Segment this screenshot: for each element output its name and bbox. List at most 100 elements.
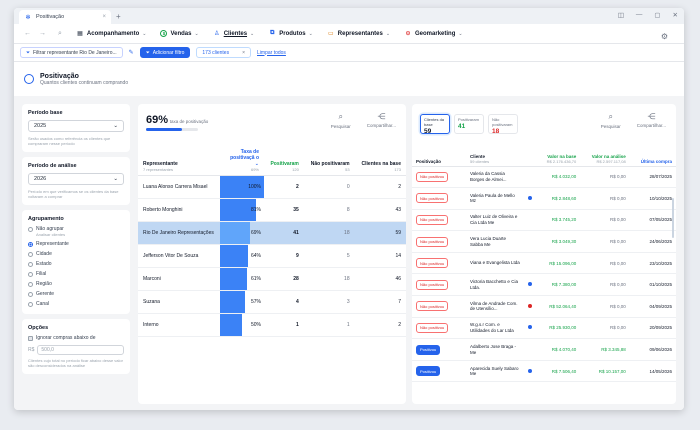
chevron-down-icon: ⌄ — [142, 30, 147, 37]
col-not-positivated[interactable]: Não positivaram 53 — [303, 146, 355, 176]
table-row[interactable]: Não positivou Vilma de Andrade Com. de Ut… — [412, 295, 676, 318]
table-row[interactable]: Rio De Janeiro Representações 69% 41 18 59 — [138, 221, 406, 245]
col-analysis-value[interactable]: Valor na análise R$ 2.597.117,08 — [580, 146, 630, 167]
grouping-option[interactable]: Gerente — [28, 291, 124, 297]
col-representative[interactable]: Representante 7 representantes — [138, 146, 220, 176]
grouping-option[interactable]: Não agrupar Analisar clientes — [28, 226, 124, 237]
last-purchase: 01/10/2025 — [629, 273, 676, 297]
maximize-icon[interactable]: ▢ — [654, 12, 661, 19]
gear-icon[interactable]: ⚙ — [660, 32, 668, 41]
status-badge: Não positivou — [416, 236, 449, 247]
table-row[interactable]: Jefferson Vitor De Souza 64% 9 5 14 — [138, 244, 406, 268]
table-row[interactable]: Interno 50% 1 1 2 — [138, 313, 406, 337]
table-row[interactable]: Não positivou Viana e Evangelista Ltda R$ … — [412, 252, 676, 275]
analysis-value: R$ 0,00 — [580, 317, 630, 340]
dot-cell — [524, 295, 536, 318]
table-row[interactable]: Não positivou Valter Luiz de Oliveira e C… — [412, 209, 676, 232]
chevron-down-icon: ⌄ — [113, 176, 118, 182]
representative-filter-chip[interactable]: ⏷ Filtrar representante Rio De Janeiro..… — [20, 47, 123, 58]
nav-vendas[interactable]: $ Vendas ⌄ — [160, 30, 199, 37]
analysis-value: R$ 0,00 — [580, 209, 630, 232]
col-sub: 59 clientes — [470, 158, 490, 164]
search-button[interactable]: ⌕ Pesquisar — [331, 112, 351, 129]
analysis-value: R$ 0,00 — [580, 187, 630, 210]
table-row[interactable]: Roberto Monghini 81% 35 8 43 — [138, 198, 406, 222]
search-icon[interactable]: ⌕ — [58, 29, 62, 37]
status-dot-icon — [528, 282, 532, 287]
nav-acompanhamento[interactable]: ▦ Acompanhamento ⌄ — [76, 30, 147, 38]
minimum-amount-input[interactable]: 500,0 — [37, 345, 124, 355]
browser-tab[interactable]: ✻ Positivação × — [19, 10, 111, 24]
table-row[interactable]: Não positivou Victoria Bacchetto e Cia Lt… — [412, 273, 676, 297]
segment-tab[interactable]: Positivaram 41 — [454, 114, 484, 134]
scrollbar[interactable] — [672, 198, 674, 238]
dot-cell — [524, 273, 536, 297]
radio-icon — [28, 251, 33, 257]
base-value: R$ 4.070,40 — [536, 338, 581, 361]
grouping-option[interactable]: Filial — [28, 271, 124, 277]
client-name: Victoria Bacchetto e Cia Ltda. — [466, 273, 524, 297]
chevron-down-icon: ⌄ — [385, 30, 391, 37]
sidebar-toggle-icon[interactable]: ◫ — [617, 12, 624, 19]
close-tab-icon[interactable]: × — [102, 14, 106, 20]
chevron-down-icon: ⌄ — [458, 30, 463, 37]
analysis-period-select[interactable]: 2026 ⌄ — [28, 173, 124, 185]
segment-tab[interactable]: Clientes da base 59 — [420, 114, 450, 135]
dot-cell — [524, 230, 536, 253]
nav-geomarketing[interactable]: ⊙ Geomarketing ⌄ — [404, 30, 463, 38]
main-nav: ← → ⌕ ▦ Acompanhamento ⌄ $ Vendas ⌄ ♙ Cl… — [14, 24, 684, 44]
grouping-option[interactable]: Cidade — [28, 251, 124, 257]
add-filter-button[interactable]: ⏷ Adicionar filtro — [139, 47, 191, 58]
table-row[interactable]: Não positivou Vera Lucia Duarte Sabba Me R… — [412, 230, 676, 253]
col-label: Valor na análise — [591, 153, 626, 159]
grouping-option[interactable]: Estado — [28, 261, 124, 267]
col-positivated[interactable]: Positivaram 120 — [264, 146, 304, 176]
app-logo-icon: ✻ — [25, 14, 31, 21]
table-row[interactable]: Marconi 61% 28 18 46 — [138, 267, 406, 291]
col-client[interactable]: Cliente 59 clientes — [466, 146, 524, 167]
grouping-option[interactable]: Representante — [28, 241, 124, 247]
search-button[interactable]: ⌕ Pesquisar — [601, 112, 621, 129]
col-base-clients[interactable]: Clientes na base 173 — [354, 146, 406, 176]
nav-representantes[interactable]: ▭ Representantes ⌄ — [327, 30, 390, 38]
table-row[interactable]: Não positivou W.g.s.r Com. e Utilidades d… — [412, 317, 676, 340]
representatives-panel: 69% taxa de positivação ⌕ Pesquisar ⋲ Co… — [138, 104, 406, 404]
status-cell: Não positivou — [412, 273, 466, 297]
table-row[interactable]: Positivou Aparecida Suely Sabaro Me R$ 7.5… — [412, 360, 676, 383]
close-icon[interactable]: × — [242, 49, 246, 56]
col-label: Clientes na base — [361, 161, 401, 167]
table-row[interactable]: Não positivou Valeria Paula de Mello Mz R$… — [412, 187, 676, 210]
new-tab-icon[interactable]: + — [116, 11, 121, 21]
ignore-purchases-checkbox[interactable]: Ignorar compras abaixo de — [28, 335, 124, 341]
clear-all-link[interactable]: Limpar todos — [257, 49, 286, 56]
status-dot-icon — [528, 195, 532, 200]
nav-clientes[interactable]: ♙ Clientes ⌄ — [213, 30, 254, 38]
edit-icon[interactable]: ✎ — [128, 50, 134, 56]
minimize-icon[interactable]: — — [635, 11, 643, 18]
col-rate[interactable]: Taxa de positivaçã o ⌄ 69% — [220, 146, 264, 176]
table-row[interactable]: Suzana 57% 4 3 7 — [138, 290, 406, 314]
not-positivated-value: 5 — [303, 244, 355, 268]
base-period-value: 2025 — [34, 123, 47, 129]
table-row[interactable]: Não positivou Valeria da Cassia Borges de… — [412, 166, 676, 189]
currency-label: R$ — [28, 347, 35, 353]
col-positivation[interactable]: Positivação — [412, 146, 466, 167]
base-period-select[interactable]: 2025 ⌄ — [28, 120, 124, 132]
forward-arrow-icon[interactable]: → — [39, 29, 46, 37]
close-window-icon[interactable]: ✕ — [672, 12, 678, 19]
share-button[interactable]: ⋲ Compartilhar... — [637, 112, 666, 129]
nav-produtos[interactable]: ⧉ Produtos ⌄ — [268, 30, 313, 38]
status-badge: Não positivou — [416, 214, 449, 225]
grouping-option[interactable]: Canal — [28, 301, 124, 307]
title-bar: ✻ Positivação × + ◫ — ▢ ✕ — [14, 8, 684, 24]
clients-panel: Clientes da base 59 Positivaram 41 Não posit… — [412, 104, 676, 404]
client-count-chip[interactable]: 173 clientes × — [196, 47, 252, 58]
col-base-value[interactable]: Valor na base R$ 2.176.436,70 — [536, 146, 581, 167]
grouping-option[interactable]: Região — [28, 281, 124, 287]
col-last-purchase[interactable]: Última compra — [629, 146, 676, 167]
segment-tab[interactable]: Não positivaram 18 — [488, 114, 518, 135]
share-button[interactable]: ⋲ Compartilhar... — [367, 112, 396, 129]
table-row[interactable]: Luana Alonso Carrera Misael 100% 2 0 2 — [138, 175, 406, 199]
back-arrow-icon[interactable]: ← — [24, 29, 31, 37]
table-row[interactable]: Positivou Adalberto Jose Braga - Me R$ 4.0… — [412, 338, 676, 361]
